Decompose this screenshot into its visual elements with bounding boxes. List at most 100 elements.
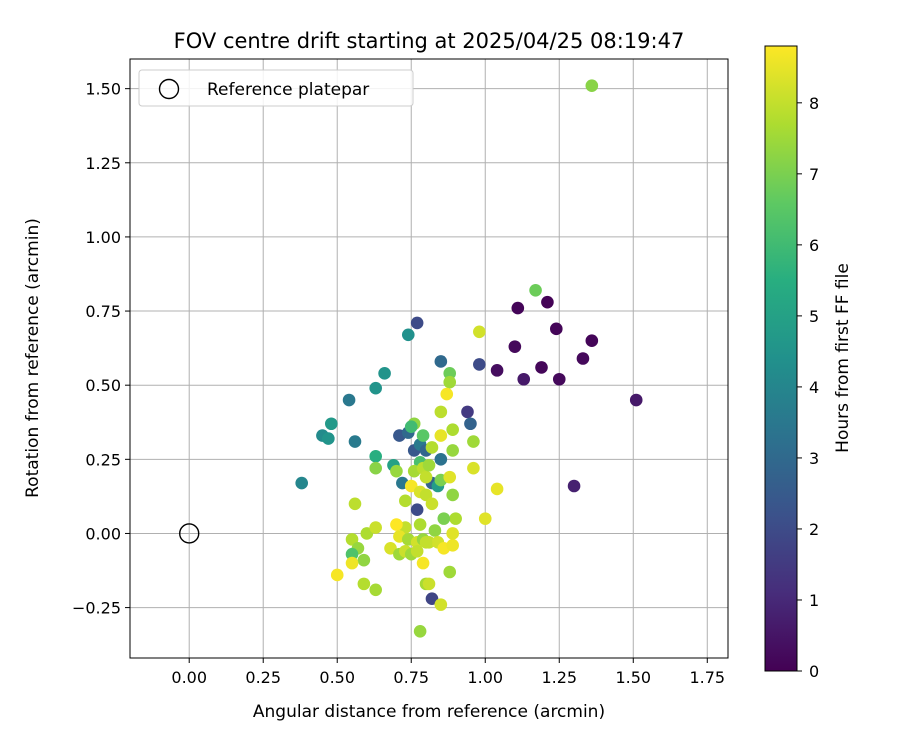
- data-point: [446, 527, 459, 540]
- colorbar-tick-label: 6: [809, 236, 819, 255]
- plot-frame: [129, 58, 729, 659]
- data-point: [446, 539, 459, 552]
- x-tick-label: 1.75: [689, 668, 725, 687]
- colorbar-tick-label: 5: [809, 307, 819, 326]
- data-point: [419, 488, 433, 502]
- data-point: [541, 295, 554, 309]
- colorbar-tick-label: 4: [809, 378, 819, 397]
- data-point: [360, 527, 374, 540]
- data-point: [443, 367, 457, 380]
- data-point: [478, 512, 492, 525]
- data-point: [490, 482, 504, 496]
- legend-label: Reference platepar: [207, 80, 369, 100]
- data-point: [369, 381, 383, 395]
- data-point: [434, 429, 448, 442]
- colorbar-tick-label: 0: [809, 662, 819, 681]
- data-point: [404, 479, 418, 493]
- data-point: [437, 512, 451, 525]
- y-tick-label: 0.75: [85, 302, 121, 321]
- data-point: [552, 372, 566, 386]
- data-point: [446, 423, 459, 436]
- data-point: [511, 301, 525, 315]
- data-point: [461, 405, 474, 419]
- y-tick-label: 1.00: [85, 228, 121, 247]
- data-point: [401, 328, 415, 342]
- y-tick-label: 1.25: [85, 154, 121, 173]
- data-point: [434, 405, 448, 419]
- y-tick-label: 0.25: [85, 450, 121, 469]
- data-point: [399, 494, 412, 508]
- data-point: [419, 536, 433, 549]
- legend-marker: [158, 78, 180, 100]
- data-point: [464, 417, 477, 431]
- y-axis-label: Rotation from reference (arcmin): [23, 218, 43, 498]
- colorbar-label: Hours from first FF file: [833, 263, 853, 453]
- data-point: [413, 625, 427, 638]
- data-point: [434, 453, 448, 466]
- data-point: [428, 524, 442, 537]
- data-point: [410, 503, 424, 517]
- x-axis-label: Angular distance from reference (arcmin): [253, 702, 605, 722]
- x-tick-label: 1.00: [467, 668, 503, 687]
- data-point: [390, 518, 403, 531]
- data-point: [357, 553, 371, 567]
- data-point: [467, 435, 480, 448]
- data-point: [446, 444, 459, 457]
- data-point: [467, 461, 480, 475]
- colorbar: [764, 45, 798, 672]
- data-point: [384, 541, 397, 555]
- data-point: [342, 393, 356, 407]
- data-point: [348, 497, 362, 511]
- data-point: [410, 544, 424, 558]
- data-point: [425, 592, 439, 605]
- data-point: [369, 450, 383, 463]
- data-point: [567, 479, 581, 493]
- data-point: [357, 577, 371, 591]
- x-tick-label: 1.25: [541, 668, 577, 687]
- data-point: [443, 565, 457, 579]
- data-point: [508, 340, 522, 353]
- data-point: [529, 283, 542, 297]
- data-point: [473, 358, 486, 371]
- x-tick-label: 1.50: [615, 668, 651, 687]
- y-tick-label: 0.00: [85, 524, 121, 543]
- data-point: [404, 420, 418, 434]
- colorbar-ticks: 0 1 2 3 4 5 6 7 8: [797, 94, 819, 681]
- data-point: [449, 512, 462, 525]
- colorbar-tick-label: 1: [809, 591, 819, 610]
- reference-point-marker: [179, 523, 200, 544]
- x-tick-label: 0.25: [245, 668, 281, 687]
- x-tick-label: 0.50: [319, 668, 355, 687]
- grid: [130, 59, 728, 658]
- data-point: [576, 352, 590, 365]
- data-points: [295, 79, 643, 638]
- chart-title: FOV centre drift starting at 2025/04/25 …: [174, 29, 685, 53]
- data-point: [369, 521, 383, 534]
- data-point: [425, 441, 439, 454]
- data-point: [322, 432, 335, 445]
- x-tick-label: 0.00: [171, 668, 207, 687]
- data-point: [446, 488, 459, 502]
- data-point: [473, 325, 486, 339]
- legend: Reference platepar: [138, 69, 414, 107]
- data-point: [345, 556, 359, 570]
- data-point: [369, 461, 383, 475]
- data-point: [585, 79, 599, 92]
- data-point: [378, 367, 391, 380]
- data-point: [490, 364, 504, 377]
- data-point: [330, 568, 344, 582]
- data-point: [443, 470, 457, 484]
- colorbar-tick-label: 8: [809, 94, 819, 113]
- data-point: [348, 435, 362, 448]
- data-point: [325, 417, 338, 431]
- data-point: [390, 464, 403, 478]
- data-point: [434, 598, 448, 611]
- data-point: [425, 497, 439, 511]
- data-point: [585, 334, 599, 348]
- data-point: [413, 518, 427, 531]
- data-point: [440, 387, 454, 401]
- colorbar-tick-label: 3: [809, 449, 819, 468]
- x-axis-ticks: 0.00 0.25 0.50 0.75 1.00 1.25 1.50 1.75: [171, 658, 725, 687]
- y-tick-label: −0.25: [72, 599, 121, 618]
- data-point: [345, 547, 359, 561]
